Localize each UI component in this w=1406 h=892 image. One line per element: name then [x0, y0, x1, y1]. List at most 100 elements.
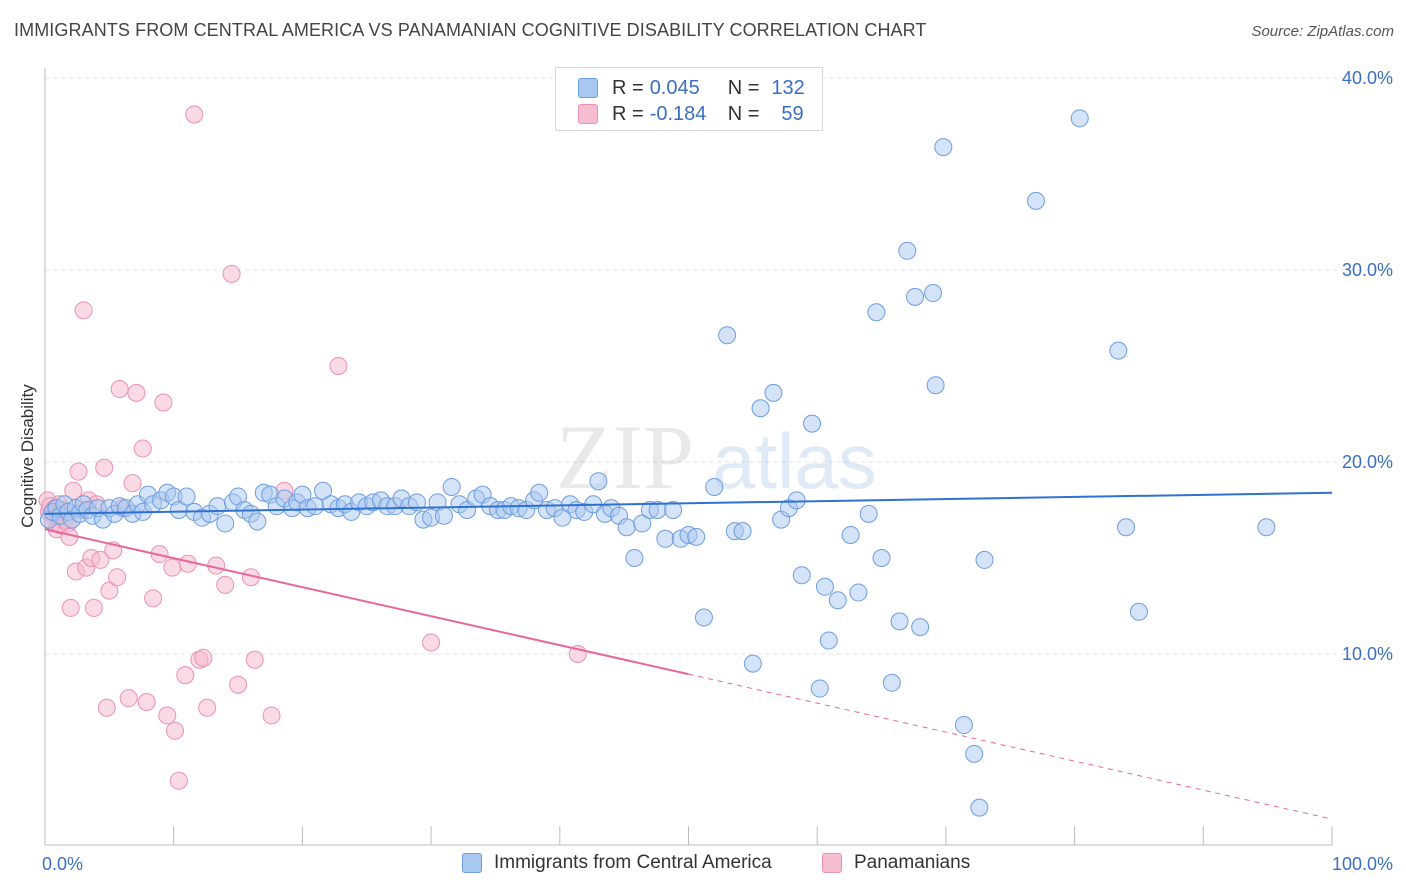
y-tick-label: 30.0%	[1342, 260, 1393, 280]
panamanian-point	[329, 357, 348, 375]
panamanian-point	[127, 383, 146, 402]
central-america-points	[39, 109, 1276, 817]
watermark-atlas: atlas	[712, 417, 877, 505]
central-america-point	[867, 303, 886, 322]
panamanian-point	[194, 648, 213, 667]
panamanian-point	[74, 301, 93, 320]
chart-title: IMMIGRANTS FROM CENTRAL AMERICA VS PANAM…	[14, 20, 927, 40]
panamanian-point	[91, 550, 110, 569]
central-america-point	[828, 591, 847, 610]
panamanian-point	[61, 598, 80, 617]
central-america-point	[810, 679, 829, 698]
central-america-point	[934, 138, 953, 157]
panamanian-point	[165, 721, 184, 740]
panamanian-point	[108, 568, 127, 587]
central-america-point	[872, 549, 891, 567]
panamanian-point	[100, 581, 119, 600]
panamanian-point	[222, 264, 241, 283]
central-america-point	[792, 566, 811, 585]
central-america-point	[656, 529, 675, 548]
central-america-point	[841, 525, 860, 544]
n-label: N =	[727, 102, 760, 125]
central-america-point	[911, 618, 930, 637]
central-america-point	[819, 631, 838, 650]
central-america-point	[803, 414, 822, 433]
n-value: 132	[771, 76, 805, 99]
panamanian-point	[422, 633, 441, 652]
central-america-point	[553, 508, 572, 527]
y-axis-label: Cognitive Disability	[18, 384, 37, 528]
panamanian-point	[176, 666, 195, 685]
central-america-point	[815, 577, 834, 596]
panamanian-point	[198, 698, 217, 717]
watermark-zip: ZIP	[556, 406, 694, 508]
central-america-point	[1070, 109, 1089, 128]
central-america-point	[849, 583, 868, 602]
legend-label: Immigrants from Central America	[494, 852, 772, 873]
panamanian-point	[133, 439, 152, 458]
central-america-trend-line	[44, 491, 1333, 515]
r-label: R =	[612, 102, 644, 125]
panamanian-point	[245, 650, 264, 669]
central-america-point	[926, 376, 945, 395]
r-value: -0.184	[649, 102, 707, 125]
n-value: 59	[781, 102, 804, 125]
central-america-point	[970, 798, 989, 817]
central-america-point	[442, 477, 461, 496]
legend-label: Panamanians	[854, 852, 971, 873]
legend-row-central-america: R = 0.045 N = 132	[578, 75, 805, 101]
r-value: 0.045	[649, 76, 700, 99]
pink-swatch-icon	[578, 104, 598, 124]
panamanian-point	[123, 474, 142, 493]
central-america-point	[1129, 602, 1148, 621]
panamanian-trend-line-extrapolated	[688, 673, 1333, 820]
central-america-point	[208, 497, 227, 516]
central-america-point	[1026, 191, 1045, 210]
central-america-point	[633, 514, 652, 533]
blue-swatch-icon	[462, 853, 482, 873]
central-america-point	[1117, 518, 1136, 537]
panamanian-trend-line	[44, 528, 689, 676]
central-america-point	[954, 716, 973, 735]
central-america-point	[733, 522, 752, 541]
grid-lines	[45, 77, 1392, 655]
central-america-point	[1257, 518, 1276, 537]
central-america-point	[625, 549, 644, 567]
central-america-point	[530, 483, 549, 502]
correlation-legend: R = 0.045 N = 132 R = -0.184 N = 59	[555, 67, 823, 131]
y-tick-label: 10.0%	[1342, 644, 1393, 664]
x-tick-label: 0.0%	[42, 854, 83, 874]
central-america-point	[764, 383, 783, 402]
tick-labels: 10.0% 20.0% 30.0% 40.0% 0.0% 100.0%	[42, 68, 1393, 874]
trend-lines	[44, 491, 1333, 820]
central-america-point	[617, 518, 636, 537]
central-america-point	[694, 608, 713, 627]
panamanian-point	[97, 698, 116, 717]
panamanian-point	[69, 462, 88, 481]
central-america-point	[882, 673, 901, 692]
panamanian-point	[137, 693, 156, 711]
legend-row-panamanians: R = -0.184 N = 59	[578, 101, 804, 127]
pink-swatch-icon	[822, 853, 842, 873]
panamanian-point	[178, 554, 197, 573]
central-america-point	[216, 514, 235, 533]
panamanian-point	[110, 380, 129, 399]
blue-swatch-icon	[578, 78, 598, 98]
central-america-point	[664, 501, 683, 519]
central-america-point	[906, 287, 925, 306]
central-america-point	[751, 399, 770, 418]
central-america-point	[687, 527, 706, 546]
legend-item-central-america: Immigrants from Central America	[462, 852, 772, 874]
central-america-point	[890, 612, 909, 631]
panamanian-points	[38, 105, 587, 790]
panamanian-point	[169, 771, 188, 790]
panamanian-point	[163, 558, 182, 577]
central-america-point	[248, 512, 267, 531]
panamanian-point	[216, 575, 235, 594]
panamanian-point	[119, 689, 138, 708]
panamanian-point	[185, 105, 204, 124]
central-america-point	[705, 477, 724, 496]
source-credit: Source: ZipAtlas.com	[1251, 23, 1394, 40]
central-america-point	[1109, 341, 1128, 360]
y-tick-label: 40.0%	[1342, 68, 1393, 88]
